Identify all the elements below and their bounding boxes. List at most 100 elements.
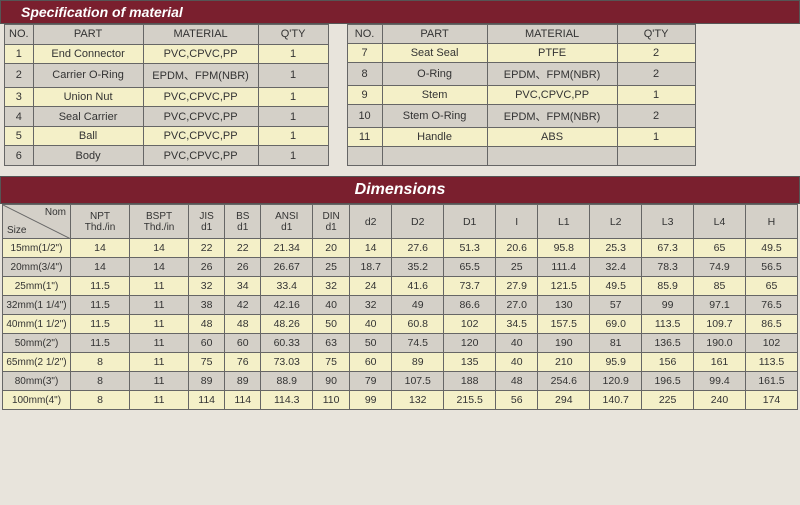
dim-cell: 73.03 <box>261 353 313 372</box>
dim-nom-label: Nom <box>45 207 66 218</box>
spec-cell: PVC,CPVC,PP <box>487 86 617 105</box>
dim-cell: 69.0 <box>590 315 642 334</box>
dim-cell: 26.67 <box>261 258 313 277</box>
dim-cell: 121.5 <box>538 277 590 296</box>
spec-cell: 5 <box>5 126 34 146</box>
dim-cell: 32.4 <box>590 258 642 277</box>
dim-cell: 11.5 <box>71 296 130 315</box>
spec-cell: 11 <box>347 128 382 147</box>
dim-cell: 190 <box>538 334 590 353</box>
dim-cell: 95.8 <box>538 239 590 258</box>
dim-cell: 196.5 <box>642 372 694 391</box>
spec-cell: 1 <box>5 44 34 64</box>
dim-cell: 85 <box>694 277 746 296</box>
dim-cell: 49.5 <box>590 277 642 296</box>
spec-tables-wrap: NO.PARTMATERIALQ'TY1End ConnectorPVC,CPV… <box>0 24 800 176</box>
spec-cell: Ball <box>33 126 143 146</box>
dim-cell: 97.1 <box>694 296 746 315</box>
dim-cell: 113.5 <box>642 315 694 334</box>
spec-cell: Carrier O-Ring <box>33 64 143 88</box>
table-row: 10Stem O-RingEPDM、FPM(NBR)2 <box>347 105 695 128</box>
spec-cell <box>347 147 382 166</box>
table-row: 1End ConnectorPVC,CPVC,PP1 <box>5 44 329 64</box>
dim-cell: 109.7 <box>694 315 746 334</box>
dim-cell: 78.3 <box>642 258 694 277</box>
table-row: 5BallPVC,CPVC,PP1 <box>5 126 329 146</box>
spec-cell: 1 <box>258 64 328 88</box>
dim-cell: 40 <box>313 296 350 315</box>
dim-cell: 48 <box>496 372 538 391</box>
spec-cell: 2 <box>617 63 695 86</box>
spec-cell: 1 <box>617 128 695 147</box>
dim-cell: 11 <box>130 391 189 410</box>
dim-cell: 157.5 <box>538 315 590 334</box>
spec-cell: EPDM、FPM(NBR) <box>487 105 617 128</box>
dim-cell: 74.5 <box>392 334 444 353</box>
dim-cell: 27.0 <box>496 296 538 315</box>
table-row: 50mm(2")11.511606060.33635074.5120401908… <box>3 334 798 353</box>
dim-cell: 225 <box>642 391 694 410</box>
dim-cell: 11.5 <box>71 315 130 334</box>
dim-header: d2 <box>350 205 392 239</box>
dim-cell: 89 <box>392 353 444 372</box>
dim-cell: 102 <box>444 315 496 334</box>
dim-header: JISd1 <box>189 205 225 239</box>
spec-cell <box>617 147 695 166</box>
spec-title: Specification of material <box>0 0 800 24</box>
table-row: 15mm(1/2")1414222221.34201427.651.320.69… <box>3 239 798 258</box>
dimensions-table: NomSizeNPTThd./inBSPTThd./inJISd1BSd1ANS… <box>2 204 798 410</box>
dim-cell: 20 <box>313 239 350 258</box>
spec-header: PART <box>382 25 487 44</box>
spec-cell: EPDM、FPM(NBR) <box>487 63 617 86</box>
spec-cell: 2 <box>617 44 695 63</box>
dim-cell: 34.5 <box>496 315 538 334</box>
dim-cell: 25 <box>313 258 350 277</box>
spec-cell: Stem O-Ring <box>382 105 487 128</box>
dim-cell: 86.5 <box>745 315 797 334</box>
dim-cell: 130 <box>538 296 590 315</box>
dim-cell: 18.7 <box>350 258 392 277</box>
dim-cell: 14 <box>71 239 130 258</box>
dim-cell: 48.26 <box>261 315 313 334</box>
dim-cell: 132 <box>392 391 444 410</box>
dim-header: NPTThd./in <box>71 205 130 239</box>
dim-cell: 49.5 <box>745 239 797 258</box>
spec-cell: End Connector <box>33 44 143 64</box>
spec-cell: 2 <box>617 105 695 128</box>
dim-cell: 32 <box>189 277 225 296</box>
dim-cell: 73.7 <box>444 277 496 296</box>
table-row: 4Seal CarrierPVC,CPVC,PP1 <box>5 107 329 127</box>
dim-cell: 8 <box>71 353 130 372</box>
dim-cell: 51.3 <box>444 239 496 258</box>
dim-cell: 21.34 <box>261 239 313 258</box>
dim-cell: 11 <box>130 296 189 315</box>
dim-cell: 42 <box>225 296 261 315</box>
table-row: 40mm(1 1/2")11.511484848.26504060.810234… <box>3 315 798 334</box>
spec-table-right: NO.PARTMATERIALQ'TY7Seat SealPTFE28O-Rin… <box>347 24 696 166</box>
spec-cell: 4 <box>5 107 34 127</box>
dim-cell: 114 <box>225 391 261 410</box>
table-row: 2Carrier O-RingEPDM、FPM(NBR)1 <box>5 64 329 88</box>
dim-size-cell: 15mm(1/2") <box>3 239 71 258</box>
dim-cell: 20.6 <box>496 239 538 258</box>
dim-cell: 111.4 <box>538 258 590 277</box>
dim-header: DINd1 <box>313 205 350 239</box>
dim-size-cell: 32mm(1 1/4") <box>3 296 71 315</box>
dim-cell: 89 <box>225 372 261 391</box>
dim-cell: 8 <box>71 391 130 410</box>
dim-cell: 11.5 <box>71 277 130 296</box>
dim-cell: 74.9 <box>694 258 746 277</box>
dim-cell: 99 <box>350 391 392 410</box>
spec-header: Q'TY <box>617 25 695 44</box>
dim-cell: 65 <box>694 239 746 258</box>
dim-cell: 56 <box>496 391 538 410</box>
table-row-empty <box>347 147 695 166</box>
dim-header: L4 <box>694 205 746 239</box>
dim-cell: 33.4 <box>261 277 313 296</box>
spec-cell <box>382 147 487 166</box>
dim-cell: 26 <box>225 258 261 277</box>
spec-cell: Seat Seal <box>382 44 487 63</box>
table-row: 20mm(3/4")1414262626.672518.735.265.5251… <box>3 258 798 277</box>
table-row: 25mm(1")11.511323433.4322441.673.727.912… <box>3 277 798 296</box>
dim-header: H <box>745 205 797 239</box>
